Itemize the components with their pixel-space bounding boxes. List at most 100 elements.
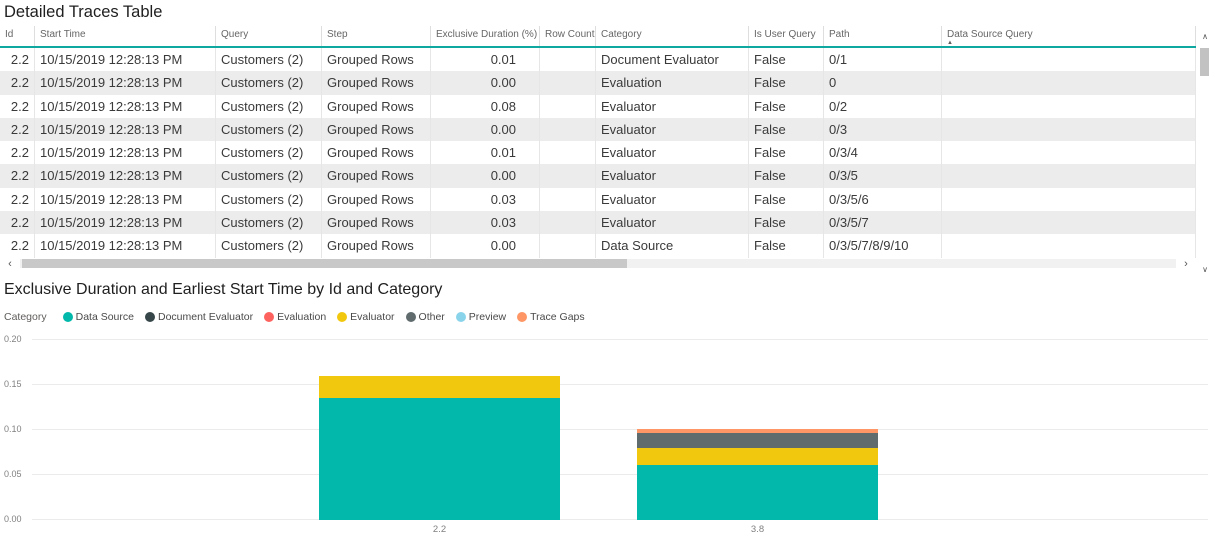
table-row[interactable]: 2.2 10/15/2019 12:28:13 PM Customers (2) Gr…: [0, 211, 1196, 235]
cell-data-source-query: [942, 117, 1196, 142]
cell-query: Customers (2): [216, 117, 322, 142]
cell-step: Grouped Rows: [322, 48, 431, 72]
cell-query: Customers (2): [216, 164, 322, 188]
x-axis-label: 3.8: [750, 523, 765, 535]
column-header-label: Query: [221, 29, 249, 40]
column-header-is-user-query[interactable]: Is User Query: [749, 26, 824, 46]
cell-path: 0/3/5/6: [824, 187, 942, 212]
legend-label: Evaluator: [350, 310, 395, 323]
cell-id: 2.2: [0, 187, 35, 212]
table-horizontal-scrollbar[interactable]: ‹ ›: [0, 257, 1196, 270]
legend-dot-icon: [337, 311, 348, 322]
scroll-left-icon[interactable]: ‹: [8, 257, 12, 270]
bar-segment-3-8-other[interactable]: [637, 433, 878, 448]
bar-segment-2-2-data-source[interactable]: [319, 398, 560, 520]
table-vertical-scrollbar[interactable]: ∧ ∨: [1199, 28, 1211, 274]
column-header-label: Id: [5, 29, 14, 40]
table-row[interactable]: 2.2 10/15/2019 12:28:13 PM Customers (2) Gr…: [0, 187, 1196, 212]
column-header-data-source-query[interactable]: Data Source Query ▲: [942, 26, 1196, 46]
horizontal-scroll-thumb[interactable]: [22, 259, 627, 269]
scroll-down-icon[interactable]: ∨: [1202, 265, 1208, 274]
vertical-scroll-thumb[interactable]: [1200, 48, 1209, 76]
cell-id: 2.2: [0, 71, 35, 95]
cell-category: Evaluator: [596, 94, 749, 118]
cell-data-source-query: [942, 94, 1196, 118]
legend-item-evaluator[interactable]: Evaluator: [337, 310, 395, 323]
cell-category: Evaluator: [596, 211, 749, 235]
column-header-start-time[interactable]: Start Time: [35, 26, 216, 46]
cell-category: Evaluator: [596, 141, 749, 165]
cell-data-source-query: [942, 48, 1196, 72]
cell-is-user-query: False: [749, 211, 824, 235]
column-header-label: Step: [327, 29, 348, 40]
legend-item-document-evaluator[interactable]: Document Evaluator: [144, 311, 253, 323]
cell-query: Customers (2): [216, 141, 322, 165]
column-header-label: Exclusive Duration (%): [436, 29, 538, 40]
cell-data-source-query: [942, 234, 1196, 258]
chart-title: Exclusive Duration and Earliest Start Ti…: [4, 280, 443, 298]
bar-segment-3-8-evaluator[interactable]: [637, 447, 878, 465]
cell-exclusive-duration: 0.03: [431, 211, 540, 235]
horizontal-scroll-track[interactable]: [20, 259, 1176, 269]
cell-step: Grouped Rows: [322, 141, 431, 165]
cell-data-source-query: [942, 71, 1196, 95]
table-row[interactable]: 2.2 10/15/2019 12:28:13 PM Customers (2) Gr…: [0, 141, 1196, 165]
cell-start-time: 10/15/2019 12:28:13 PM: [35, 211, 216, 235]
cell-exclusive-duration: 0.00: [431, 164, 540, 188]
cell-id: 2.2: [0, 117, 35, 142]
legend-item-preview[interactable]: Preview: [455, 310, 507, 323]
cell-step: Grouped Rows: [322, 94, 431, 118]
cell-step: Grouped Rows: [322, 234, 431, 258]
cell-id: 2.2: [0, 164, 35, 188]
cell-query: Customers (2): [216, 71, 322, 95]
bar-segment-3-8-trace-gaps[interactable]: [637, 428, 878, 434]
column-header-query[interactable]: Query: [216, 26, 322, 46]
bar-segment-3-8-data-source[interactable]: [637, 464, 878, 520]
column-header-row-count[interactable]: Row Count: [540, 26, 596, 46]
table-row[interactable]: 2.2 10/15/2019 12:28:13 PM Customers (2) Gr…: [0, 94, 1196, 118]
column-header-category[interactable]: Category: [596, 26, 749, 46]
cell-query: Customers (2): [216, 187, 322, 212]
table-row[interactable]: 2.2 10/15/2019 12:28:13 PM Customers (2) Gr…: [0, 164, 1196, 188]
column-header-path[interactable]: Path: [824, 26, 942, 46]
gridline: [32, 518, 1208, 520]
column-header-exclusive-duration[interactable]: Exclusive Duration (%): [431, 26, 540, 46]
table-row[interactable]: 2.2 10/15/2019 12:28:13 PM Customers (2) Gr…: [0, 234, 1196, 258]
chart-x-axis: 2.2 3.8: [0, 524, 1214, 538]
legend-item-evaluation[interactable]: Evaluation: [264, 311, 326, 323]
table-row[interactable]: 2.2 10/15/2019 12:28:13 PM Customers (2) Gr…: [0, 48, 1196, 72]
cell-path: 0/3/5/7/8/9/10: [824, 234, 942, 258]
cell-row-count: [540, 48, 596, 72]
cell-start-time: 10/15/2019 12:28:13 PM: [35, 48, 216, 72]
legend-item-data-source[interactable]: Data Source: [62, 311, 134, 323]
column-header-step[interactable]: Step: [322, 26, 431, 46]
column-header-label: Start Time: [40, 29, 86, 40]
scroll-right-icon[interactable]: ›: [1184, 257, 1188, 270]
cell-category: Evaluator: [596, 164, 749, 188]
scroll-up-icon[interactable]: ∧: [1202, 32, 1208, 41]
cell-data-source-query: [942, 141, 1196, 165]
sort-ascending-icon: ▲: [947, 40, 953, 46]
cell-query: Customers (2): [216, 211, 322, 235]
cell-is-user-query: False: [749, 164, 824, 188]
table-row[interactable]: 2.2 10/15/2019 12:28:13 PM Customers (2) Gr…: [0, 71, 1196, 95]
cell-step: Grouped Rows: [322, 71, 431, 95]
cell-step: Grouped Rows: [322, 117, 431, 142]
cell-row-count: [540, 117, 596, 142]
cell-row-count: [540, 141, 596, 165]
legend-item-other[interactable]: Other: [405, 311, 445, 323]
legend-label: Preview: [468, 310, 507, 323]
column-header-id[interactable]: Id: [0, 26, 35, 46]
traces-table: Id Start Time Query Step Exclusive Duration …: [0, 26, 1196, 258]
y-tick-label: 0.00: [4, 513, 22, 524]
cell-start-time: 10/15/2019 12:28:13 PM: [35, 94, 216, 118]
table-row[interactable]: 2.2 10/15/2019 12:28:13 PM Customers (2) Gr…: [0, 117, 1196, 142]
legend-dot-icon: [405, 311, 416, 322]
gridline: [32, 383, 1208, 385]
cell-start-time: 10/15/2019 12:28:13 PM: [35, 117, 216, 142]
cell-category: Data Source: [596, 234, 749, 258]
legend-item-trace-gaps[interactable]: Trace Gaps: [517, 311, 585, 323]
cell-data-source-query: [942, 211, 1196, 235]
bar-segment-2-2-evaluator[interactable]: [319, 375, 560, 399]
cell-id: 2.2: [0, 234, 35, 258]
